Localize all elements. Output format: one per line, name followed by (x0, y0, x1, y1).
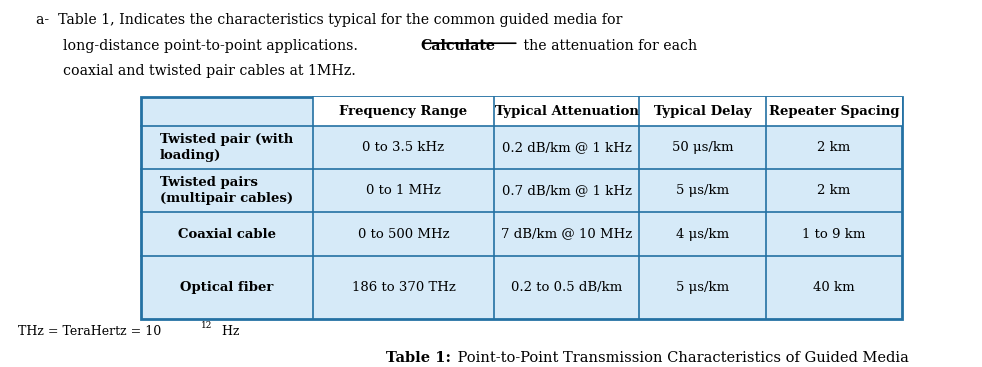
Text: Calculate: Calculate (420, 39, 496, 52)
Text: Repeater Spacing: Repeater Spacing (769, 105, 900, 118)
Text: Coaxial cable: Coaxial cable (178, 228, 276, 240)
Text: 0.7 dB/km @ 1 kHz: 0.7 dB/km @ 1 kHz (502, 184, 631, 197)
Text: Frequency Range: Frequency Range (340, 105, 467, 118)
Text: 1 to 9 km: 1 to 9 km (802, 228, 866, 240)
Text: 50 μs/km: 50 μs/km (672, 141, 734, 154)
Text: 5 μs/km: 5 μs/km (676, 281, 730, 294)
FancyBboxPatch shape (140, 97, 902, 319)
Text: Twisted pairs
(multipair cables): Twisted pairs (multipair cables) (160, 176, 294, 205)
Text: 2 km: 2 km (817, 184, 850, 197)
Text: 186 to 370 THz: 186 to 370 THz (352, 281, 456, 294)
Text: 0.2 dB/km @ 1 kHz: 0.2 dB/km @ 1 kHz (502, 141, 631, 154)
Text: the attenuation for each: the attenuation for each (518, 39, 696, 52)
Text: Hz: Hz (218, 325, 239, 338)
Text: 0.2 to 0.5 dB/km: 0.2 to 0.5 dB/km (511, 281, 623, 294)
Text: Twisted pair (with
loading): Twisted pair (with loading) (160, 133, 294, 162)
Text: Typical Attenuation: Typical Attenuation (495, 105, 638, 118)
Text: 0 to 500 MHz: 0 to 500 MHz (357, 228, 450, 240)
Text: 2 km: 2 km (817, 141, 850, 154)
Text: coaxial and twisted pair cables at 1MHz.: coaxial and twisted pair cables at 1MHz. (36, 65, 356, 79)
Text: long-distance point-to-point applications.: long-distance point-to-point application… (36, 39, 362, 52)
Text: 12: 12 (201, 321, 213, 330)
Text: 0 to 3.5 kHz: 0 to 3.5 kHz (362, 141, 445, 154)
Text: 7 dB/km @ 10 MHz: 7 dB/km @ 10 MHz (501, 228, 632, 240)
Text: 0 to 1 MHz: 0 to 1 MHz (366, 184, 441, 197)
Text: THz = TeraHertz = 10: THz = TeraHertz = 10 (18, 325, 161, 338)
Text: Optical fiber: Optical fiber (180, 281, 273, 294)
Text: Table 1:: Table 1: (386, 351, 451, 365)
Text: a-  Table 1, Indicates the characteristics typical for the common guided media f: a- Table 1, Indicates the characteristic… (36, 12, 623, 26)
FancyBboxPatch shape (313, 97, 902, 126)
Text: 4 μs/km: 4 μs/km (676, 228, 730, 240)
Text: Point-to-Point Transmission Characteristics of Guided Media: Point-to-Point Transmission Characterist… (454, 351, 909, 365)
Text: 5 μs/km: 5 μs/km (676, 184, 730, 197)
Text: Typical Delay: Typical Delay (654, 105, 751, 118)
Text: 40 km: 40 km (813, 281, 855, 294)
